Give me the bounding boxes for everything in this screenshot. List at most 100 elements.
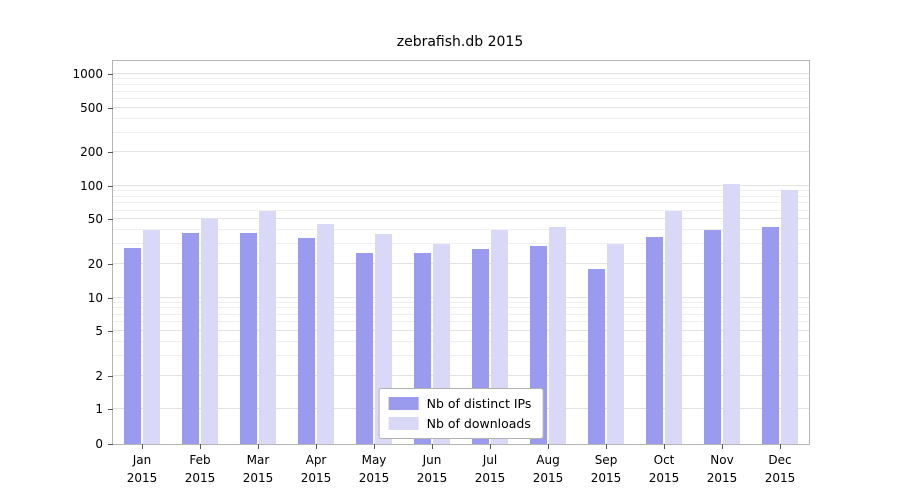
legend-swatch-downloads: [388, 417, 419, 430]
bar-distinct-ips: [646, 236, 663, 444]
y-tick-label: 2: [95, 368, 103, 383]
gridline: [113, 189, 809, 191]
y-tick-mark: [108, 297, 113, 299]
bar-distinct-ips: [356, 253, 373, 444]
bar-downloads: [143, 230, 160, 444]
x-tick-label: Feb 2015: [184, 453, 216, 485]
gridline: [113, 321, 809, 323]
x-tick-label: Mar 2015: [242, 453, 274, 485]
x-tick-mark: [200, 444, 201, 449]
gridline: [113, 202, 809, 204]
y-tick-label: 100: [80, 178, 103, 193]
bar-downloads: [607, 244, 624, 444]
gridline: [113, 106, 809, 108]
y-tick-mark: [108, 152, 113, 154]
y-tick-label: 1000: [72, 67, 103, 82]
bar-distinct-ips: [298, 238, 315, 444]
gridline: [113, 97, 809, 99]
y-tick-label: 0: [95, 437, 103, 451]
gridline: [113, 243, 809, 245]
gridline: [113, 73, 809, 75]
gridline: [113, 340, 809, 342]
bar-distinct-ips: [762, 226, 779, 444]
gridline: [113, 262, 809, 264]
x-tick-mark: [432, 444, 433, 449]
y-tick-label: 20: [87, 256, 103, 271]
y-tick-mark: [108, 107, 113, 109]
bar-downloads: [665, 210, 682, 444]
y-tick-label: 10: [87, 290, 103, 305]
gridline: [113, 131, 809, 133]
gridline: [113, 301, 809, 303]
x-tick-mark: [722, 444, 723, 449]
gridline: [113, 307, 809, 309]
y-tick-label: 200: [80, 145, 103, 160]
x-tick-label: Jan 2015: [126, 453, 158, 485]
bar-distinct-ips: [124, 247, 141, 444]
bar-downloads: [317, 223, 334, 444]
bar-downloads: [781, 189, 798, 444]
x-tick-mark: [142, 444, 143, 449]
x-tick-mark: [780, 444, 781, 449]
y-tick-mark: [108, 331, 113, 333]
x-tick-label: Apr 2015: [300, 453, 332, 485]
x-tick-mark: [374, 444, 375, 449]
x-tick-label: Dec 2015: [764, 453, 796, 485]
y-tick-mark: [108, 74, 113, 76]
gridline: [113, 184, 809, 186]
bar-distinct-ips: [240, 232, 257, 444]
y-tick-mark: [108, 375, 113, 377]
gridline: [113, 209, 809, 211]
legend-label-downloads: Nb of downloads: [426, 416, 531, 431]
bar-distinct-ips: [182, 232, 199, 444]
x-tick-label: Nov 2015: [706, 453, 738, 485]
y-tick-label: 5: [95, 324, 103, 339]
x-tick-mark: [606, 444, 607, 449]
legend-item-distinct-ips: Nb of distinct IPs: [388, 396, 532, 411]
gridline: [113, 330, 809, 332]
legend-label-distinct-ips: Nb of distinct IPs: [426, 396, 532, 411]
x-tick-label: Jul 2015: [474, 453, 506, 485]
plot-area: 0 1 2 5 10 20 50 100 200 500 1000 Jan 2015 Feb 2015 Ma…: [72, 60, 810, 485]
x-tick-mark: [490, 444, 491, 449]
x-tick-mark: [548, 444, 549, 449]
y-tick-label: 1: [95, 402, 103, 417]
y-tick-mark: [108, 263, 113, 265]
bar-distinct-ips: [588, 269, 605, 444]
gridline: [113, 78, 809, 80]
bar-downloads: [723, 183, 740, 444]
gridline: [113, 229, 809, 231]
x-tick-mark: [664, 444, 665, 449]
x-tick-label: May 2015: [358, 453, 390, 485]
bar-distinct-ips: [704, 230, 721, 444]
x-tick-label: Jun 2015: [416, 453, 448, 485]
y-tick-mark: [108, 409, 113, 411]
gridline: [113, 296, 809, 298]
gridline: [113, 90, 809, 92]
y-tick-mark: [108, 219, 113, 221]
bar-downloads: [549, 226, 566, 444]
y-tick-mark: [108, 444, 113, 445]
gridline: [113, 151, 809, 153]
gridline: [113, 84, 809, 86]
gridline: [113, 374, 809, 376]
bar-downloads: [259, 210, 276, 444]
y-tick-mark: [108, 185, 113, 187]
y-tick-label: 50: [87, 212, 103, 227]
x-tick-label: Sep 2015: [590, 453, 622, 485]
y-tick-label: 500: [80, 100, 103, 115]
x-tick-label: Oct 2015: [648, 453, 680, 485]
gridline: [113, 117, 809, 119]
legend-item-downloads: Nb of downloads: [388, 416, 532, 431]
gridline: [113, 195, 809, 197]
gridline: [113, 218, 809, 220]
gridline: [113, 354, 809, 356]
x-tick-mark: [258, 444, 259, 449]
legend: Nb of distinct IPs Nb of downloads: [378, 388, 544, 439]
gridline: [113, 313, 809, 315]
legend-swatch-distinct-ips: [388, 397, 419, 410]
bar-downloads: [201, 219, 218, 444]
chart-title: zebrafish.db 2015: [396, 34, 524, 50]
x-tick-mark: [316, 444, 317, 449]
